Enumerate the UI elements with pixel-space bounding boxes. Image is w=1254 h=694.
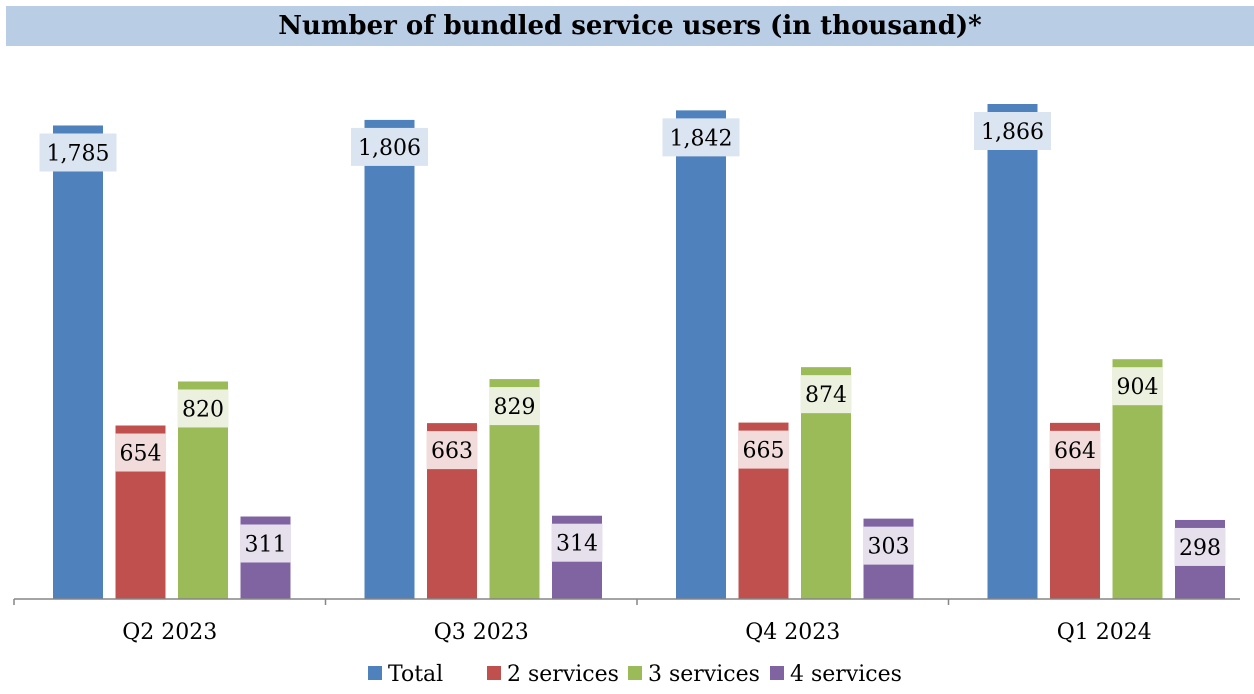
legend-swatch-4-services	[770, 666, 784, 680]
data-label-box-3-services-q1-2024	[1112, 367, 1163, 406]
data-label-box-2-services-q2-2023	[115, 433, 166, 472]
data-label-total-q2-2023: 1,785	[47, 141, 110, 166]
data-label-box-2-services-q1-2024	[1049, 430, 1101, 469]
data-label-4-services-q2-2023: 311	[245, 533, 287, 558]
chart-title-bar: Number of bundled service users (in thou…	[6, 6, 1254, 46]
legend-label-2-services: 2 services	[507, 662, 619, 687]
data-label-box-total-q4-2023	[662, 118, 740, 157]
legend-swatch-2-services	[487, 666, 501, 680]
data-label-2-services-q4-2023: 665	[743, 439, 785, 464]
data-label-box-4-services-q3-2023	[551, 523, 603, 562]
chart-title: Number of bundled service users (in thou…	[278, 11, 982, 41]
bar-total-q1-2024	[987, 104, 1038, 599]
data-label-box-4-services-q4-2023	[863, 526, 914, 565]
data-label-2-services-q1-2024: 664	[1054, 439, 1096, 464]
data-label-2-services-q3-2023: 663	[431, 439, 473, 464]
data-label-box-total-q3-2023	[351, 127, 428, 166]
data-label-box-3-services-q4-2023	[800, 375, 852, 414]
data-label-box-3-services-q3-2023	[489, 387, 540, 426]
x-tick-label-q2-2023: Q2 2023	[122, 620, 217, 645]
data-label-3-services-q1-2024: 904	[1117, 375, 1159, 400]
legend-label-total: Total	[388, 662, 443, 687]
x-tick-label-q3-2023: Q3 2023	[434, 620, 529, 645]
data-label-box-4-services-q1-2024	[1174, 527, 1226, 566]
data-label-box-2-services-q4-2023	[738, 430, 789, 469]
bar-total-q2-2023	[53, 125, 103, 600]
x-tick-label-q4-2023: Q4 2023	[745, 620, 840, 645]
data-label-4-services-q1-2024: 298	[1179, 536, 1221, 561]
data-label-box-total-q2-2023	[39, 133, 117, 172]
data-label-box-total-q1-2024	[974, 112, 1051, 150]
data-label-3-services-q3-2023: 829	[494, 395, 536, 420]
bar-total-q4-2023	[676, 110, 726, 599]
legend-swatch-3-services	[628, 666, 642, 680]
x-tick-label-q1-2024: Q1 2024	[1057, 620, 1152, 645]
data-label-box-4-services-q2-2023	[240, 524, 291, 563]
data-label-total-q1-2024: 1,866	[981, 120, 1044, 145]
data-label-3-services-q4-2023: 874	[805, 383, 847, 408]
bar-total-q3-2023	[364, 119, 415, 600]
data-label-4-services-q3-2023: 314	[556, 532, 598, 557]
legend-label-4-services: 4 services	[790, 662, 902, 687]
data-label-2-services-q2-2023: 654	[120, 442, 162, 467]
legend-swatch-total	[368, 666, 382, 680]
data-label-box-2-services-q3-2023	[426, 431, 478, 470]
data-label-total-q3-2023: 1,806	[358, 136, 421, 161]
data-label-box-3-services-q2-2023	[177, 389, 229, 428]
data-label-3-services-q2-2023: 820	[182, 397, 224, 422]
legend-label-3-services: 3 services	[648, 662, 760, 687]
data-label-4-services-q4-2023: 303	[868, 535, 910, 560]
data-label-total-q4-2023: 1,842	[670, 126, 733, 151]
